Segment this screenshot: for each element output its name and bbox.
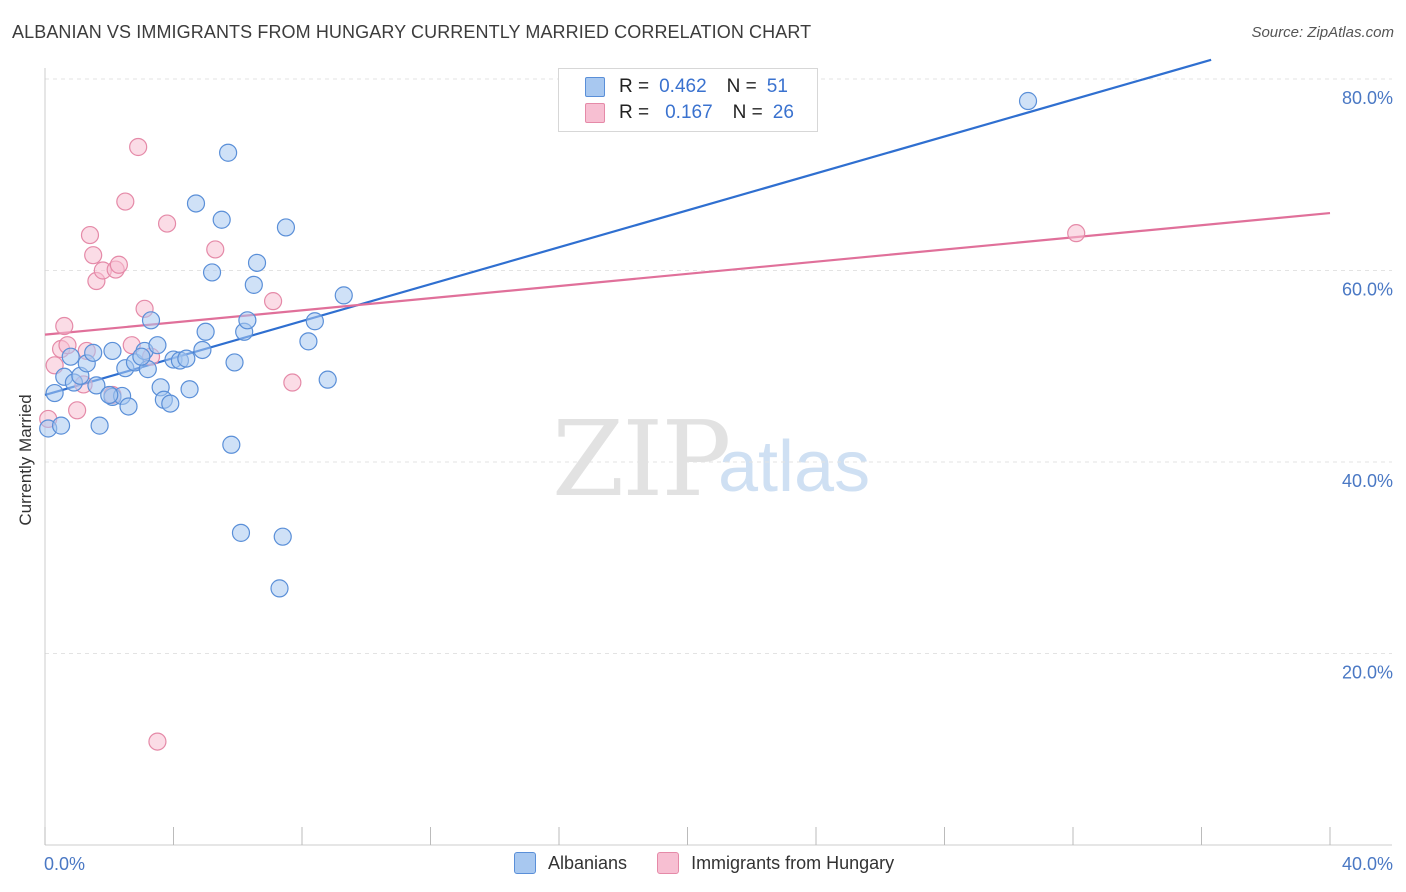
albanian-point	[141, 311, 161, 330]
hungary-point	[1067, 224, 1086, 243]
hungary-point	[68, 401, 87, 420]
albanian-point	[180, 380, 199, 399]
albanian-point	[103, 341, 122, 361]
grid-lines	[45, 78, 1392, 654]
hungary-point	[129, 137, 148, 157]
x-tick-label: 0.0%	[44, 854, 85, 874]
hungary-point	[80, 225, 100, 245]
hungary-point	[84, 246, 103, 265]
hungary-trend-line	[44, 211, 1331, 336]
albanian-point	[51, 416, 71, 435]
y-tick-label: 40.0%	[1342, 471, 1393, 491]
albanian-point	[90, 416, 109, 435]
axes	[44, 68, 1392, 846]
albanian-point	[305, 312, 324, 331]
hungary-r-value: 0.167	[665, 102, 713, 123]
data-points	[39, 91, 1086, 751]
hungary-point	[206, 240, 225, 259]
y-tick-label: 60.0%	[1342, 280, 1393, 300]
hungary-legend-swatch	[657, 852, 680, 874]
hungary-n-label: N =	[732, 102, 763, 123]
legend-row-albanians: R = 0.462 N = 51	[585, 74, 788, 100]
albanians-legend-swatch	[514, 852, 536, 874]
albanian-point	[244, 275, 263, 294]
legend-row-hungary: R = 0.167 N = 26	[585, 100, 794, 126]
watermark-zip: ZIP	[552, 398, 731, 520]
y-tick-label: 20.0%	[1342, 663, 1393, 683]
watermark-atlas: atlas	[718, 427, 871, 507]
tick-labels: 20.0% 40.0% 60.0% 80.0% 0.0% 40.0%	[44, 88, 1393, 874]
hungary-point	[116, 192, 135, 211]
hungary-point	[148, 732, 167, 751]
hungary-r-label: R =	[619, 102, 650, 123]
albanian-point	[61, 347, 80, 366]
albanian-point	[45, 383, 64, 403]
albanians-r-value: 0.462	[659, 76, 707, 97]
hungary-point	[157, 214, 177, 233]
albanian-point	[299, 332, 318, 351]
source-label: Source: ZipAtlas.com	[1251, 24, 1394, 41]
albanian-point	[238, 311, 257, 330]
series-legend: Albanians Immigrants from Hungary	[514, 852, 894, 874]
albanian-point	[177, 349, 196, 368]
albanian-point	[196, 322, 215, 341]
hungary-point	[263, 292, 283, 311]
albanian-point	[212, 210, 231, 229]
albanian-point	[222, 435, 241, 454]
albanian-point	[219, 143, 238, 162]
y-tick-label: 80.0%	[1342, 88, 1393, 108]
albanian-point	[148, 336, 167, 355]
albanians-n-label: N =	[726, 76, 757, 97]
chart-title: ALBANIAN VS IMMIGRANTS FROM HUNGARY CURR…	[12, 22, 812, 42]
hungary-point	[283, 373, 302, 392]
albanian-point	[1018, 91, 1038, 111]
correlation-legend: R = 0.462 N = 51 R = 0.167 N = 26	[558, 68, 818, 132]
albanian-point	[119, 397, 138, 416]
albanian-point	[225, 353, 244, 372]
hungary-legend-label: Immigrants from Hungary	[691, 852, 895, 873]
albanians-n-value: 51	[766, 76, 788, 97]
hungary-n-value: 26	[772, 102, 794, 123]
albanian-point	[87, 376, 106, 395]
hungary-swatch	[585, 103, 605, 123]
albanian-point	[273, 527, 292, 546]
albanian-point	[318, 370, 337, 389]
albanian-point	[186, 194, 206, 213]
albanian-point	[270, 579, 289, 598]
albanian-point	[193, 340, 212, 360]
albanian-point	[132, 347, 151, 366]
hungary-point	[109, 255, 128, 274]
x-tick-label: 40.0%	[1342, 854, 1393, 874]
albanian-point	[202, 263, 222, 282]
albanian-point	[231, 523, 251, 542]
albanians-r-label: R =	[619, 76, 650, 97]
albanian-point	[100, 385, 119, 405]
albanian-point	[247, 253, 267, 272]
albanians-legend-label: Albanians	[548, 852, 628, 873]
albanian-point	[334, 286, 353, 305]
albanian-point	[84, 343, 103, 362]
albanian-point	[276, 218, 296, 237]
albanians-swatch	[585, 77, 605, 97]
albanian-point	[161, 394, 180, 413]
hungary-point	[55, 316, 74, 336]
